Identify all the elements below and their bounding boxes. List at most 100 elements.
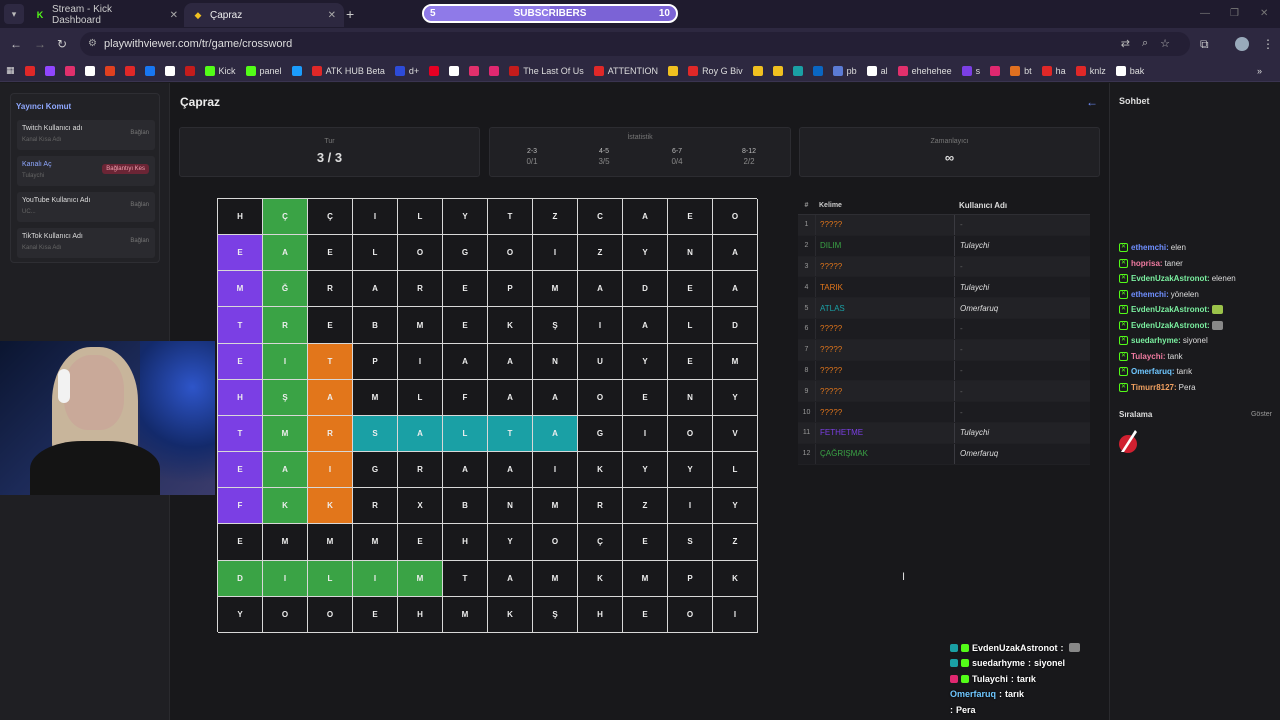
chat-username[interactable]: suedarhyme [1131,336,1179,346]
bookmark-item[interactable]: bt [1010,65,1032,76]
bookmark-item[interactable] [429,65,440,76]
subscribers-label: SUBSCRIBERS [513,8,587,19]
grid-cell: L [398,379,443,416]
kick-badge-icon: ✕ [1119,258,1128,268]
bookmark-item[interactable] [489,65,500,76]
twitch-connect-button[interactable]: Bağlan [130,130,149,136]
bookmark-item[interactable]: s [961,65,980,76]
tab-capraz[interactable]: ◆ Çapraz ✕ [184,3,344,27]
bookmark-item[interactable] [772,65,783,76]
grid-cell: Z [713,524,758,561]
kick-channel-input[interactable]: Tulaychi [22,173,45,179]
bookmark-item[interactable] [64,65,75,76]
chat-username[interactable]: Tulaychi [1131,351,1163,361]
site-info-icon[interactable]: ⚙ [88,38,97,49]
overlay-username: Tulaychi [972,673,1008,684]
chat-username[interactable]: hoprisa [1131,258,1160,268]
chat-username[interactable]: ethemchi [1131,289,1167,299]
chat-username[interactable]: EvdenUzakAstronot [1131,305,1208,315]
bookmark-item[interactable]: ATTENTION [593,65,658,76]
chat-username[interactable]: Timurr8127 [1131,382,1174,392]
bookmark-item[interactable] [812,65,823,76]
bookmark-item[interactable]: knlz [1075,65,1106,76]
profile-avatar[interactable] [1235,37,1249,51]
overlay-username: EvdenUzakAstronot [972,642,1058,653]
bookmark-item[interactable]: d+ [394,65,419,76]
bookmark-item[interactable] [104,65,115,76]
bookmark-item[interactable]: Kick [204,65,236,76]
chat-username[interactable]: EvdenUzakAstronot [1131,320,1208,330]
word-cell: TARIK [815,277,954,298]
extensions-icon[interactable]: ⧉ [1200,37,1209,51]
bookmark-item[interactable] [44,65,55,76]
bookmark-item[interactable] [469,65,480,76]
bookmark-label: ATK HUB Beta [325,65,385,76]
bookmark-item[interactable] [164,65,175,76]
bookmark-favicon-icon [204,65,215,76]
grid-cell: K [578,452,623,489]
youtube-username-row: YouTube Kullanıcı Adı UC... Bağlan [17,192,155,222]
youtube-username-input[interactable]: UC... [22,209,36,215]
grid-cell: Y [713,488,758,525]
bookmark-star-icon[interactable]: ☆ [1160,38,1170,50]
bookmark-item[interactable]: pb [832,65,857,76]
bookmark-item[interactable] [449,65,460,76]
chat-username[interactable]: EvdenUzakAstronot [1131,274,1208,284]
bookmark-item[interactable] [124,65,135,76]
tiktok-username-input[interactable]: Kanal Kısa Adı [22,245,62,251]
bookmark-item[interactable]: ha [1041,65,1066,76]
tiktok-connect-button[interactable]: Bağlan [130,238,149,244]
bookmark-item[interactable]: The Last Of Us [509,65,584,76]
word-cell: ????? [815,360,954,381]
window-close-button[interactable]: ✕ [1260,8,1269,19]
bookmark-item[interactable]: ehehehee [897,65,952,76]
bookmark-item[interactable]: bak [1115,65,1144,76]
maximize-button[interactable]: ❐ [1230,8,1239,19]
bookmark-item[interactable]: ATK HUB Beta [311,65,385,76]
tab-kick-dashboard[interactable]: K Stream - Kick Dashboard ✕ [26,3,186,27]
disconnect-button[interactable]: Bağlantıyı Kes [102,164,149,174]
grid-cell: Z [623,488,668,525]
word-cell: ????? [815,381,954,402]
username-cell: - [954,256,1090,277]
bookmark-item[interactable] [668,65,679,76]
bookmark-item[interactable] [84,65,95,76]
bookmark-item[interactable] [792,65,803,76]
bookmark-item[interactable]: Roy G Biv [688,65,743,76]
bookmark-item[interactable] [24,65,35,76]
youtube-connect-button[interactable]: Bağlan [130,202,149,208]
chat-username[interactable]: ethemchi [1131,243,1167,253]
back-arrow-icon[interactable]: ← [1086,95,1098,109]
twitch-username-input[interactable]: Kanal Kısa Adı [22,137,62,143]
minimize-button[interactable]: — [1200,8,1210,19]
overlay-text: siyonel [1034,658,1066,669]
reload-icon[interactable]: ↻ [57,37,68,51]
close-icon[interactable]: ✕ [327,9,336,21]
zoom-icon[interactable]: ⌕ [1141,37,1149,49]
bookmarks-overflow-icon[interactable]: » [1256,65,1262,76]
tab-search-button[interactable]: ▾ [4,4,24,24]
headset [58,369,70,403]
back-icon[interactable]: ← [10,37,22,51]
bookmark-item[interactable] [752,65,763,76]
chat-username[interactable]: Omerfaruq [1131,367,1172,377]
bookmark-item[interactable] [184,65,195,76]
username-cell: - [954,381,1090,402]
new-tab-button[interactable]: + [346,6,355,22]
ranking-show-button[interactable]: Göster [1250,411,1272,418]
menu-kebab-icon[interactable]: ⋮ [1262,37,1274,51]
grid-cell: I [353,560,398,597]
translate-icon[interactable]: ⇄ [1120,38,1130,50]
webcam-overlay [0,341,215,495]
bookmark-item[interactable] [990,65,1001,76]
bookmark-item[interactable] [144,65,155,76]
bookmark-item[interactable]: al [866,65,888,76]
chat-text: taner [1164,258,1183,268]
bookmark-item[interactable]: panel [245,65,282,76]
address-bar[interactable]: ⚙ playwithviewer.com/tr/game/crossword [80,32,1190,56]
forward-icon[interactable]: → [34,37,46,51]
stat-col: 8-12 2/2 [734,148,764,166]
apps-icon[interactable]: ▦ [6,65,15,75]
close-icon[interactable]: ✕ [169,9,178,21]
bookmark-item[interactable] [291,65,302,76]
